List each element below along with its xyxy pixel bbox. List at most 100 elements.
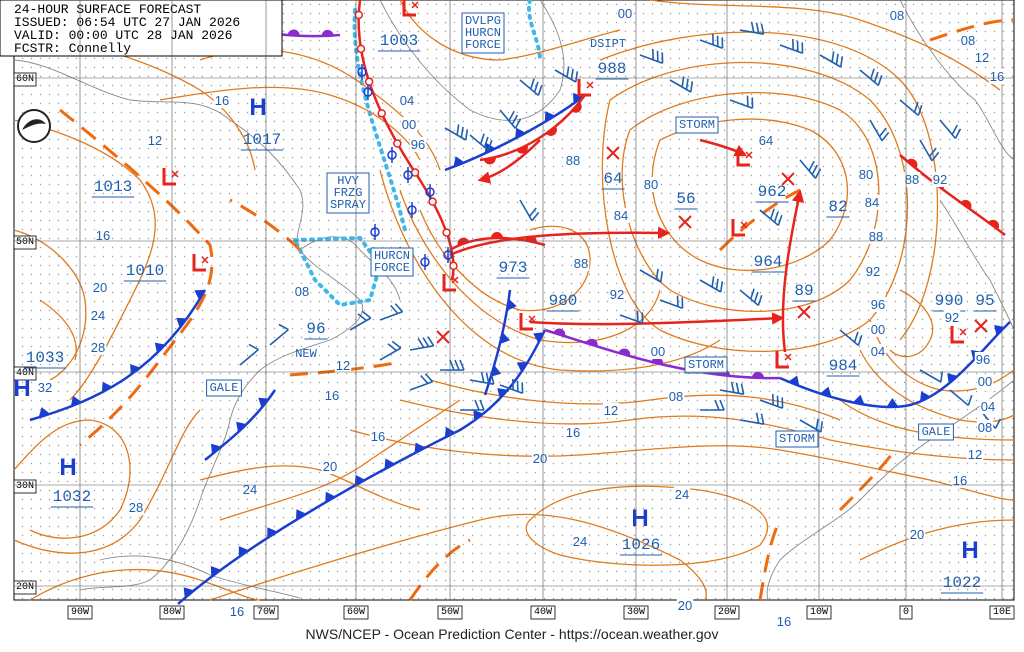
warning: STORM (688, 358, 724, 372)
label-backdrop (571, 534, 589, 549)
barb-tick (835, 53, 839, 65)
label-backdrop (869, 297, 887, 312)
barb-staff (839, 329, 859, 347)
low-pressure: 1010 (126, 262, 164, 280)
label-backdrop (398, 93, 416, 108)
barb-tick (487, 139, 493, 151)
longitude-label: 80W (163, 607, 181, 618)
isobar-label: 16 (96, 228, 110, 243)
low-center-symbol (736, 149, 753, 167)
longitude-label-box (437, 605, 463, 620)
front-symbol (820, 386, 832, 398)
barb-tick (711, 276, 715, 288)
barb-tick (529, 78, 535, 90)
barb-tick (928, 147, 937, 157)
label-backdrop (321, 459, 339, 474)
low-letter (402, 0, 416, 17)
latitude-label: 20N (16, 582, 34, 593)
low-center-symbol (192, 254, 209, 272)
wind-barb (869, 119, 890, 142)
barb-tick (387, 343, 397, 352)
label-backdrop (293, 284, 311, 299)
wind-barb (659, 295, 684, 309)
front-symbol (236, 421, 247, 433)
low-letter (775, 351, 789, 369)
barb-staff (729, 99, 753, 109)
wind-barb (919, 139, 940, 162)
high-letter: H (249, 94, 266, 121)
low-pressure: 962 (758, 183, 787, 201)
low-cross (745, 151, 753, 159)
isobar-label: 20 (910, 527, 924, 542)
front-symbol (354, 474, 366, 486)
track-arrow (529, 312, 785, 326)
isobar-label: 28 (91, 340, 105, 355)
label-backdrop (667, 389, 685, 404)
wind-barb (469, 133, 493, 152)
low-pressure: 973 (499, 259, 528, 277)
barb-tick (757, 294, 763, 306)
label-backdrop (616, 6, 634, 21)
barb-tick (740, 383, 745, 395)
barb-tick (939, 371, 944, 383)
front-symbol (295, 509, 307, 521)
map-frame (13, 0, 1015, 601)
front (449, 236, 546, 252)
isobar-label: 88 (566, 153, 580, 168)
isobar-label: 00 (618, 6, 632, 21)
label-backdrop (863, 195, 881, 210)
front-symbol (258, 397, 270, 409)
front-symbol (473, 410, 484, 421)
isobar-label: 16 (230, 604, 244, 619)
longitude-label-box (67, 605, 93, 620)
isobar-label: 16 (371, 429, 385, 444)
warning: HURCN FORCE (374, 249, 410, 275)
isobar-label: 20 (678, 598, 692, 613)
freezing-spray-area (291, 235, 383, 308)
low-cross (411, 1, 419, 9)
latitude-label: 50N (16, 237, 34, 248)
barb-tick (661, 52, 664, 64)
barb-tick (869, 68, 875, 80)
forecast-position (974, 319, 988, 333)
longitude-label: 40W (534, 607, 552, 618)
warning: GALE (922, 425, 951, 439)
longitude-label-box (899, 605, 913, 620)
label-backdrop (89, 340, 107, 355)
label-backdrop (775, 614, 793, 629)
barb-staff (239, 348, 259, 366)
latitude-label-box (13, 235, 37, 250)
isobar-label: 92 (610, 287, 624, 302)
front-symbol (393, 139, 402, 148)
barb-tick (390, 304, 399, 315)
barb-staff (759, 399, 783, 409)
barb-tick (831, 51, 835, 63)
label-backdrop (146, 133, 164, 148)
barb-tick (460, 126, 464, 138)
wind-barb (499, 109, 522, 129)
barb-tick (715, 278, 719, 290)
label-backdrop (602, 403, 620, 418)
front-symbol (238, 546, 249, 557)
barb-tick (877, 74, 883, 86)
wind-barb (409, 336, 435, 351)
low-pressure: 64 (603, 170, 622, 188)
isobar-label: 16 (566, 425, 580, 440)
isobar-label: 12 (336, 358, 350, 373)
isobar-label: 24 (675, 487, 689, 502)
isobar-label: 80 (644, 177, 658, 192)
isobar-label: 28 (129, 500, 143, 515)
label-backdrop (869, 344, 887, 359)
low-center-symbol (950, 326, 967, 344)
label-backdrop (334, 358, 352, 373)
front-symbol (210, 443, 222, 455)
low-center-symbol (442, 274, 459, 292)
front-symbol (356, 44, 366, 54)
label-backdrop (974, 352, 992, 367)
longitude-label-box (253, 605, 279, 620)
barb-tick (685, 78, 689, 90)
front-symbol (70, 395, 82, 407)
front-symbol (287, 29, 300, 36)
front-symbol (947, 373, 958, 384)
front-symbol (483, 157, 496, 165)
